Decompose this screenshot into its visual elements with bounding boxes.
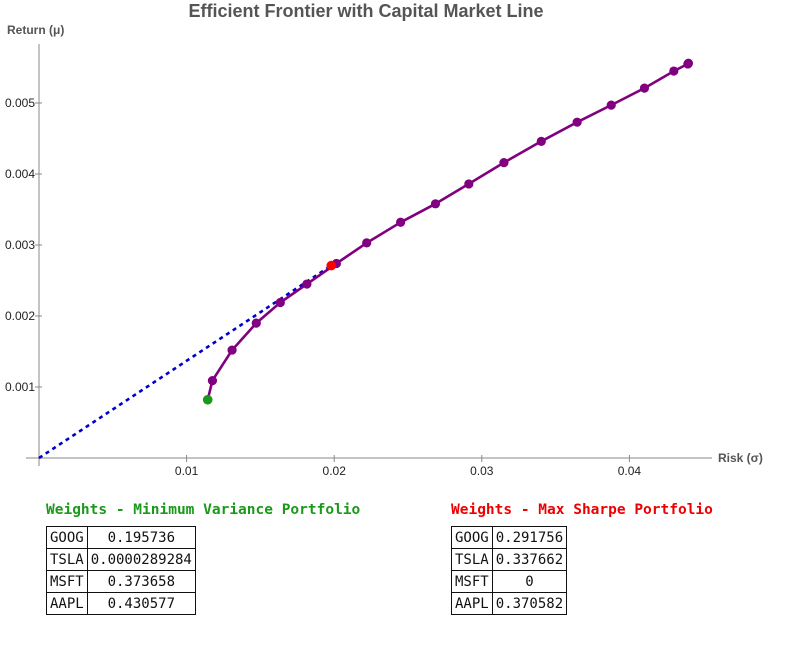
table-row: MSFT 0.373658: [46, 570, 196, 593]
table-row: MSFT 0: [451, 570, 568, 593]
frontier-point: [639, 83, 650, 93]
ticks: 0.01 0.02 0.03 0.04 0.001 0.002 0.003 0.004 0.00…: [5, 96, 641, 478]
ticker-cell: GOOG: [46, 526, 88, 549]
table-row: TSLA 0.0000289284: [46, 548, 196, 571]
ticker-cell: TSLA: [451, 548, 493, 571]
highlighted-portfolios: [202, 260, 337, 405]
capital-market-line: [38, 264, 332, 460]
table-row: AAPL 0.370582: [451, 592, 568, 615]
y-tick-label: 0.005: [5, 96, 35, 110]
frontier-point: [572, 117, 582, 127]
series: [38, 58, 694, 460]
ticker-cell: MSFT: [451, 570, 493, 593]
frontier-point: [464, 179, 474, 189]
x-tick-label: 0.04: [618, 464, 642, 478]
frontier-point: [362, 238, 372, 248]
frontier-point: [430, 199, 441, 209]
x-tick-label: 0.01: [175, 464, 199, 478]
y-tick-label: 0.002: [5, 309, 35, 323]
weight-cell: 0.430577: [86, 592, 196, 615]
y-tick-label: 0.001: [5, 380, 35, 394]
x-tick-label: 0.03: [470, 464, 494, 478]
efficient-frontier-line: [206, 62, 690, 401]
ticker-cell: GOOG: [451, 526, 493, 549]
y-tick-label: 0.004: [5, 167, 35, 181]
max-sharpe-panel: Weights - Max Sharpe Portfolio GOOG 0.29…: [451, 499, 713, 615]
table-row: GOOG 0.291756: [451, 526, 568, 549]
min-variance-point: [202, 394, 213, 405]
frontier-point: [606, 100, 616, 110]
weight-cell: 0.370582: [491, 592, 568, 615]
y-axis-label: Return (μ): [7, 23, 64, 37]
table-row: GOOG 0.195736: [46, 526, 196, 549]
weight-cell: 0.195736: [86, 526, 196, 549]
frontier-point: [207, 376, 218, 386]
frontier-point: [669, 66, 679, 76]
max-sharpe-weights-table: GOOG 0.291756 TSLA 0.337662 MSFT 0 AAPL …: [451, 526, 568, 615]
frontier-point: [302, 279, 312, 289]
weight-cell: 0.373658: [86, 570, 196, 593]
max-sharpe-point: [326, 260, 337, 271]
chart-title: Efficient Frontier with Capital Market L…: [188, 1, 543, 21]
min-variance-weights-table: GOOG 0.195736 TSLA 0.0000289284 MSFT 0.3…: [46, 526, 196, 615]
ticker-cell: AAPL: [451, 592, 493, 615]
min-variance-panel: Weights - Minimum Variance Portfolio GOO…: [46, 499, 360, 615]
frontier-point: [227, 345, 237, 355]
max-sharpe-title: Weights - Max Sharpe Portfolio: [451, 502, 713, 518]
frontier-point: [251, 318, 261, 328]
weight-cell: 0.291756: [491, 526, 568, 549]
min-variance-title: Weights - Minimum Variance Portfolio: [46, 502, 361, 518]
ticker-cell: TSLA: [46, 548, 88, 571]
frontier-point: [536, 136, 546, 146]
table-row: TSLA 0.337662: [451, 548, 568, 571]
frontier-point: [275, 297, 285, 308]
frontier-point: [499, 158, 509, 168]
efficient-frontier-chart: Efficient Frontier with Capital Market L…: [5, 1, 763, 478]
x-axis-label: Risk (σ): [718, 451, 763, 465]
table-row: AAPL 0.430577: [46, 592, 196, 615]
weight-cell: 0: [491, 570, 568, 593]
ticker-cell: AAPL: [46, 592, 88, 615]
weight-cell: 0.337662: [491, 548, 568, 571]
weight-cell: 0.0000289284: [86, 548, 196, 571]
frontier-point: [683, 58, 694, 68]
y-tick-label: 0.003: [5, 238, 35, 252]
frontier-point: [396, 217, 406, 227]
x-tick-label: 0.02: [323, 464, 347, 478]
ticker-cell: MSFT: [46, 570, 88, 593]
